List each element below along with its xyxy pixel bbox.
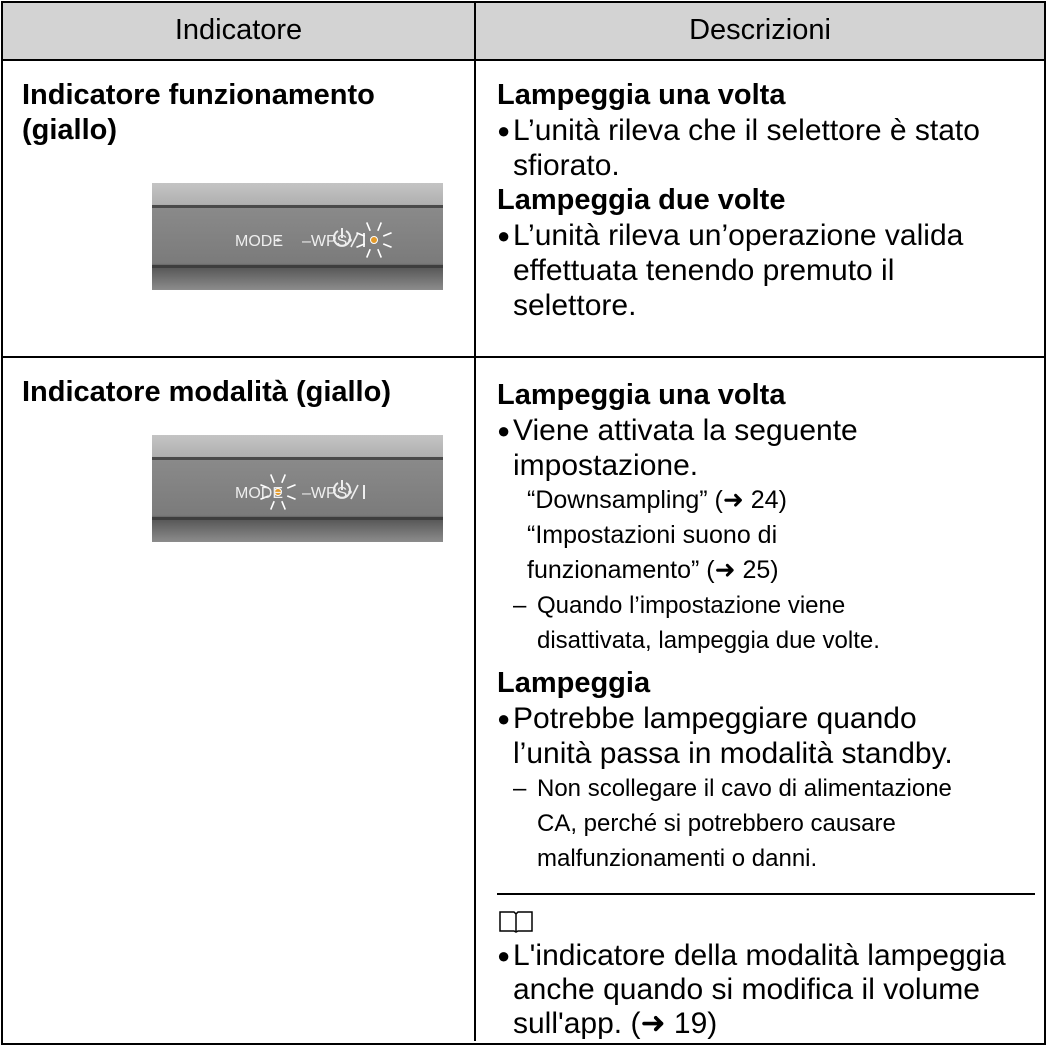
description-heading: Lampeggia due volte — [497, 184, 786, 216]
panel-label: MODE — [235, 233, 283, 250]
bullet-line: l’unità passa in modalità standby. — [513, 737, 953, 770]
dash-line: malfunzionamenti o danni. — [537, 845, 818, 872]
list-marker: – — [513, 775, 527, 802]
list-marker: ● — [497, 706, 511, 731]
bullet-line: ● L’unità rileva un’operazione valida — [497, 219, 964, 252]
panel-label: –WPS — [302, 485, 347, 502]
dash-line: CA, perché si potrebbero causare — [537, 810, 896, 837]
note-rule — [497, 893, 1035, 895]
note-line: sull'app. (➜ 19) — [513, 1007, 718, 1040]
header-bg — [2, 2, 1044, 59]
blink-indicator — [260, 474, 296, 510]
col-border — [474, 1, 476, 1041]
bullet-line: sfiorato. — [513, 149, 620, 182]
panel-label: MODE — [235, 485, 283, 502]
description-heading: Lampeggia — [497, 667, 651, 699]
blink-indicator — [356, 222, 392, 258]
list-marker: – — [513, 592, 527, 619]
bullet-line: ● Viene attivata la seguente — [497, 414, 858, 447]
dash-line: disattivata, lampeggia due volte. — [537, 627, 880, 654]
bullet-line: ● L’unità rileva che il selettore è stato — [497, 114, 980, 147]
note-line: ● L'indicatore della modalità lampeggia — [497, 939, 1006, 972]
dash-line: – Non scollegare il cavo di alimentazione — [497, 771, 1035, 806]
list-marker: ● — [497, 223, 511, 248]
bullet-line: impostazione. — [513, 449, 699, 482]
description-cell: Lampeggia una volta ● L’unità rileva che i… — [497, 78, 1035, 323]
note-line: anche quando si modifica il volume — [513, 973, 980, 1006]
indicator-name: Indicatore modalità (giallo) — [22, 376, 391, 408]
indicator-cell: Indicatore modalità (giallo) — [22, 375, 391, 410]
bullet-line: selettore. — [513, 289, 637, 322]
indicator-name: (giallo) — [22, 114, 118, 146]
header-cell: Descrizioni — [689, 14, 831, 46]
dash-line: – Quando l’impostazione viene — [497, 588, 1035, 623]
row-border — [1, 356, 1045, 358]
bullet-line: effettuata tenendo premuto il — [513, 254, 895, 287]
row-border — [1, 59, 1045, 61]
indicator-name: Indicatore funzionamento — [22, 79, 375, 111]
list-marker: ● — [497, 943, 511, 968]
description-cell: Lampeggia una volta ● Viene attivata la se… — [497, 378, 1035, 1041]
list-marker: ● — [497, 118, 511, 143]
description-heading: Lampeggia una volta — [497, 79, 786, 111]
sub-line: “Impostazioni suono di — [527, 521, 778, 549]
indicator-cell: Indicatore funzionamento (giallo) — [22, 78, 375, 148]
list-marker: ● — [497, 418, 511, 443]
device-panel: MODE –WPS — [152, 183, 443, 290]
sub-line: “Downsampling” (➜ 24) — [527, 486, 787, 514]
bullet-line: ● Potrebbe lampeggiare quando — [497, 702, 917, 735]
description-heading: Lampeggia una volta — [497, 379, 786, 411]
device-panel: MODE –WPS — [152, 435, 443, 542]
panel-label: –WPS — [302, 233, 347, 250]
book-icon — [499, 911, 533, 933]
sub-line: funzionamento” (➜ 25) — [527, 556, 779, 584]
header-cell: Indicatore — [174, 14, 303, 46]
